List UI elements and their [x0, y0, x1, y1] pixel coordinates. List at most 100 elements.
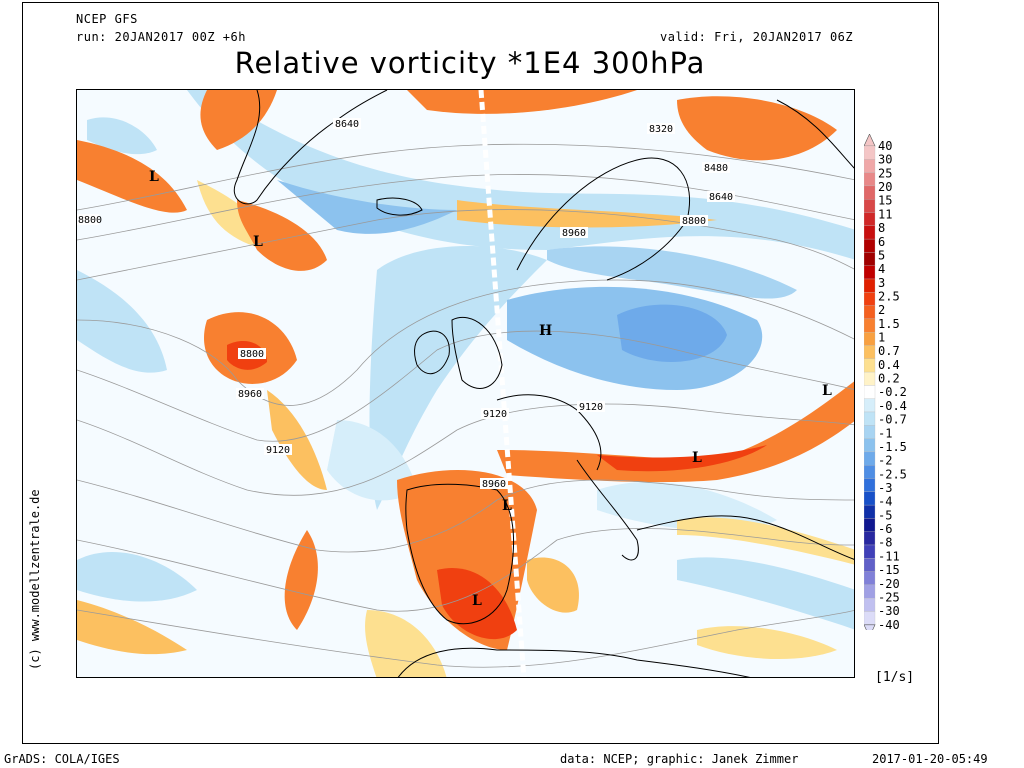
- valid-label: valid: Fri, 20JAN2017 06Z: [660, 30, 854, 44]
- legend-label: -20: [878, 577, 900, 591]
- legend-swatch: [864, 305, 876, 320]
- contour-label-box: [647, 123, 675, 134]
- southeast-europe-coast: [636, 515, 854, 560]
- footer-software: GrADS: COLA/IGES: [4, 752, 120, 766]
- legend-swatch: [864, 159, 876, 173]
- contour-label: 8800: [240, 349, 264, 360]
- pressure-centres: L L L L L L H: [149, 169, 832, 609]
- legend-swatch: [864, 584, 876, 599]
- britain-coast: [451, 316, 503, 389]
- russia-arctic-coast: [776, 99, 854, 169]
- legend-swatch: [864, 318, 876, 333]
- legend-label: -11: [878, 549, 900, 563]
- legend-bottom-arrow: [864, 624, 876, 630]
- low-marker: L: [253, 234, 263, 250]
- legend-swatch: [864, 185, 876, 200]
- legend-label: 0.2: [878, 372, 900, 386]
- contour-label-box: [238, 348, 266, 359]
- legend-swatch: [864, 225, 876, 240]
- dashed-meridian: [478, 90, 527, 677]
- legend-swatch: [864, 598, 876, 612]
- legend-swatch: [864, 465, 876, 479]
- legend-label: -15: [878, 563, 900, 577]
- legend-label: -5: [878, 508, 892, 522]
- legend-label: 2: [878, 303, 885, 317]
- legend-swatch: [864, 571, 876, 586]
- contour-label: 8800: [682, 216, 706, 227]
- contour-label: 9120: [483, 409, 507, 420]
- low-marker: L: [149, 169, 159, 185]
- low-marker: L: [472, 593, 482, 609]
- legend-label: 5: [878, 248, 885, 262]
- contour-label-box: [560, 227, 588, 238]
- contour-label-box: [481, 408, 509, 419]
- legend-label: -0.2: [878, 385, 907, 399]
- contour-label: 8960: [562, 228, 586, 239]
- legend-label: 6: [878, 235, 885, 249]
- contour-label-box: [77, 214, 99, 225]
- legend-label: 3: [878, 276, 885, 290]
- legend-swatch: [864, 371, 876, 386]
- copyright-credit: (c) www.modellzentrale.de: [28, 489, 42, 670]
- legend-swatch: [864, 199, 876, 213]
- chart-frame: [22, 2, 939, 744]
- legend-label: 4: [878, 262, 885, 276]
- legend-label: 15: [878, 194, 892, 208]
- contour-label-box: [480, 478, 508, 489]
- italy-coast: [576, 459, 639, 561]
- legend-label: -4: [878, 495, 892, 509]
- footer-timestamp: 2017-01-20-05:49: [872, 752, 988, 766]
- legend-swatch: [864, 292, 876, 306]
- contour-label-box: [707, 191, 735, 202]
- legend-label: 8: [878, 221, 885, 235]
- contour-label: 9120: [266, 445, 290, 456]
- low-marker: L: [822, 383, 832, 399]
- contour-label-box: [577, 401, 605, 412]
- low-marker: L: [692, 450, 702, 466]
- legend-label: 25: [878, 166, 892, 180]
- vorticity-map: 8640 8320 8480 8640 8800 8960 8800 8800 …: [76, 89, 855, 678]
- legend-swatch: [864, 265, 876, 280]
- legend-swatch: [864, 278, 876, 293]
- legend-label: 2.5: [878, 289, 900, 303]
- map-svg: 8640 8320 8480 8640 8800 8960 8800 8800 …: [77, 90, 854, 677]
- legend-label: -2: [878, 454, 892, 468]
- model-label: NCEP GFS: [76, 12, 138, 26]
- legend-label: 0.4: [878, 358, 900, 372]
- legend-swatch: [864, 345, 876, 359]
- legend-label: -30: [878, 604, 900, 618]
- iceland-coast: [376, 197, 423, 216]
- contour-label: 8800: [78, 215, 102, 226]
- legend-swatch: [864, 332, 876, 346]
- run-label: run: 20JAN2017 00Z +6h: [76, 30, 246, 44]
- contour-label-box: [702, 162, 730, 173]
- contour-labels: 8640 8320 8480 8640 8800 8960 8800 8800 …: [77, 118, 735, 490]
- legend-swatch: [864, 478, 876, 492]
- legend-swatch: [864, 212, 876, 226]
- france-coast: [496, 394, 602, 471]
- legend-labels: 403025201511865432.521.510.70.40.2-0.2-0…: [878, 139, 907, 630]
- legend-swatch: [864, 544, 876, 559]
- high-marker: H: [539, 323, 552, 339]
- contour-label-box: [264, 444, 292, 455]
- legend-label: 0.7: [878, 344, 900, 358]
- color-legend: 403025201511865432.521.510.70.40.2-0.2-0…: [864, 134, 907, 630]
- scandinavia-coast: [516, 157, 691, 281]
- contour-label-box: [680, 215, 708, 226]
- legend-label: 40: [878, 139, 892, 153]
- legend-label: -0.4: [878, 399, 907, 413]
- legend-swatch: [864, 252, 876, 266]
- chart-title: Relative vorticity *1E4 300hPa: [234, 46, 706, 80]
- legend-label: -2.5: [878, 467, 907, 481]
- legend-swatch: [864, 491, 876, 506]
- legend-swatch: [864, 438, 876, 453]
- contour-label: 9120: [579, 402, 603, 413]
- contour-label-box: [333, 118, 361, 129]
- legend-swatch: [864, 531, 876, 546]
- legend-swatch: [864, 385, 876, 399]
- legend-swatch: [864, 145, 876, 160]
- ireland-coast: [414, 330, 450, 375]
- contour-label: 8480: [704, 163, 728, 174]
- legend-label: 11: [878, 207, 892, 221]
- legend-label: 20: [878, 180, 892, 194]
